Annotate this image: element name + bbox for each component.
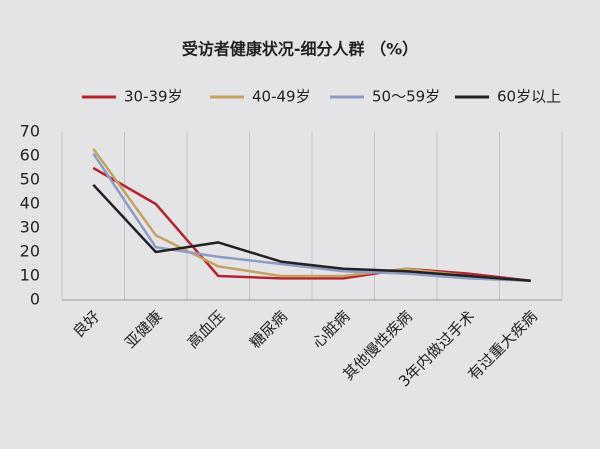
- chart-title: 受访者健康状况-细分人群 （%）: [182, 40, 418, 59]
- y-tick-label: 20: [20, 242, 40, 261]
- y-tick-label: 50: [20, 170, 40, 189]
- legend-label: 40-49岁: [252, 88, 311, 106]
- series-line: [92, 152, 531, 283]
- y-tick-label: 30: [20, 218, 40, 237]
- y-tick-label: 0: [30, 290, 40, 309]
- y-tick-label: 70: [20, 122, 40, 141]
- legend-label: 60岁以上: [497, 88, 561, 106]
- y-tick-label: 40: [20, 194, 40, 213]
- series-line: [92, 183, 531, 283]
- series-line: [92, 166, 531, 283]
- legend-label: 30-39岁: [124, 88, 183, 106]
- legend-label: 50～59岁: [372, 88, 440, 106]
- y-tick-label: 60: [20, 146, 40, 165]
- y-tick-label: 10: [20, 266, 40, 285]
